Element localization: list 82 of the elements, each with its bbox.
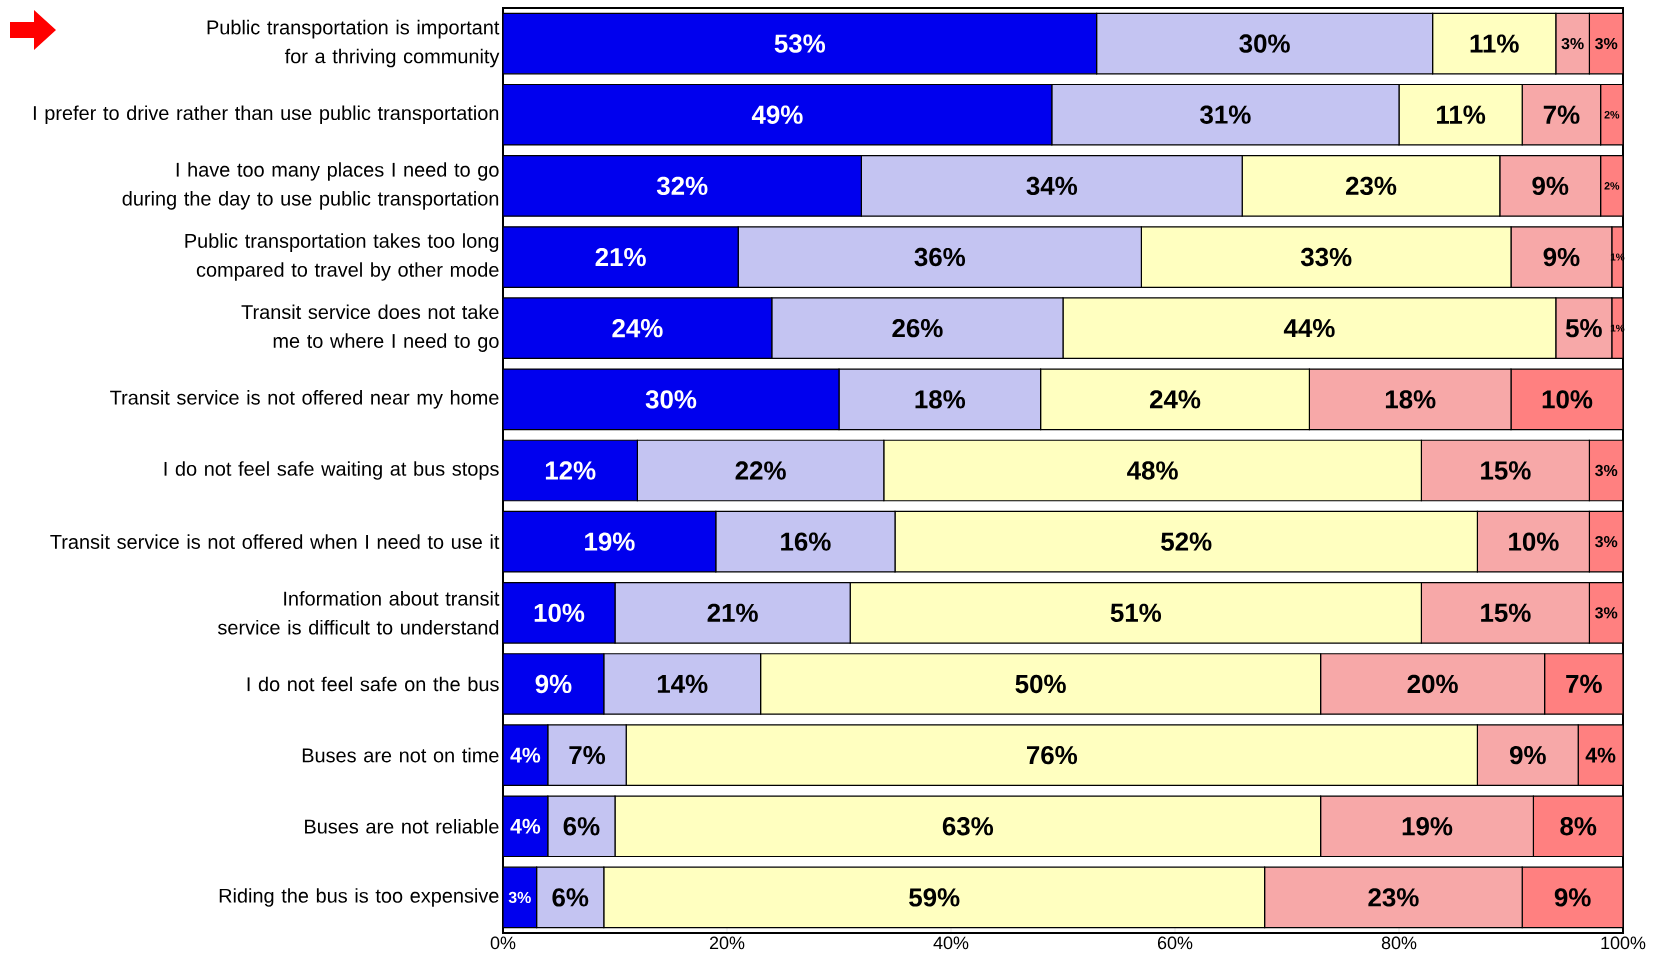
data-label: 59% [909,888,960,907]
y-tick-label: I do not feel safe on the bus [247,676,499,692]
data-label: 7% [569,745,606,765]
y-tick-label: Transit service does not take me to where I need to go [241,304,499,352]
y-tick-label: Riding the bus is too expensive [219,888,499,907]
data-label: 16% [781,532,831,551]
data-label: 3% [1561,37,1584,50]
data-label: 51% [1110,603,1162,622]
data-label: 3% [1595,464,1618,477]
data-label: 30% [645,390,697,409]
data-label: 9% [1554,888,1591,907]
data-label: 10% [1542,390,1593,409]
y-tick-label: I have too many places I need to go during the day to use public transportation [122,162,499,210]
y-tick-label: Buses are not reliable [305,818,499,834]
data-label: 24% [612,319,663,338]
y-tick-label: Buses are not on time [302,747,499,763]
data-label: 12% [545,461,596,480]
data-label: 10% [1509,532,1559,551]
data-label: 32% [656,176,708,196]
data-label: 24% [1149,390,1201,409]
y-tick-label: I do not feel safe waiting at bus stops [164,461,499,480]
data-label: 49% [751,105,803,124]
data-label: 18% [1385,390,1436,409]
data-label: 4% [510,818,541,834]
data-label: 19% [1402,817,1453,836]
y-tick-label: Transit service is not offered near my home [110,390,499,409]
data-label: 52% [1161,532,1212,551]
y-tick-label: I prefer to drive rather than use public transportation [33,105,499,125]
data-label: 6% [552,888,589,907]
data-label: 3% [1595,607,1618,619]
data-label: 2% [1604,182,1620,190]
data-label: 9% [535,674,572,694]
data-label: 3% [1595,37,1618,50]
data-label: 5% [1565,319,1602,338]
data-label: 22% [735,461,786,480]
y-tick-label: Transit service is not offered when I need to use it [50,534,500,549]
data-label: 63% [942,817,994,836]
data-label: 48% [1127,461,1178,480]
x-tick-label: 0% [490,936,516,950]
data-label: 4% [510,747,541,763]
data-label: 19% [585,532,635,551]
data-label: 11% [1470,34,1519,53]
x-tick-label: 60% [1157,936,1193,950]
data-label: 53% [774,34,826,53]
data-label: 21% [707,603,758,622]
x-tick-label: 20% [709,936,745,950]
data-label: 18% [915,390,966,409]
data-label: 7% [1543,105,1580,124]
x-tick-label: 100% [1601,936,1646,950]
data-label: 11% [1437,105,1486,124]
data-label: 44% [1283,319,1335,338]
data-label: 8% [1560,817,1597,836]
data-label: 36% [914,247,966,267]
data-label: 9% [1532,176,1569,196]
data-label: 9% [1543,247,1580,267]
data-label: 31% [1200,105,1251,124]
data-label: 21% [595,247,646,267]
data-label: 20% [1407,674,1458,694]
x-tick-label: 40% [933,936,969,950]
data-label: 30% [1239,34,1290,53]
y-tick-label: Public transportation takes too long compared to travel by other mode [185,233,499,281]
data-label: 23% [1345,176,1397,196]
data-label: 50% [1015,674,1066,694]
data-label: 76% [1027,745,1078,765]
data-label: 23% [1368,888,1419,907]
x-tick-label: 80% [1381,936,1417,950]
y-tick-label: Public transportation is important for a thriving community [207,19,500,68]
data-label: 2% [1604,110,1620,119]
data-label: 15% [1481,603,1531,622]
data-label: 10% [534,603,585,622]
data-label: 26% [892,319,943,338]
data-label: 3% [1595,536,1618,548]
data-label: 34% [1026,176,1078,196]
data-label: 4% [1585,747,1616,763]
data-label: 14% [657,674,708,694]
y-tick-label: Information about transit service is difficult to understand [217,591,500,635]
data-label: 33% [1300,247,1352,267]
data-label: 7% [1566,674,1602,694]
data-label: 3% [508,891,531,904]
data-label: 9% [1509,745,1546,765]
data-label: 15% [1481,461,1531,480]
data-label: 6% [563,817,600,836]
